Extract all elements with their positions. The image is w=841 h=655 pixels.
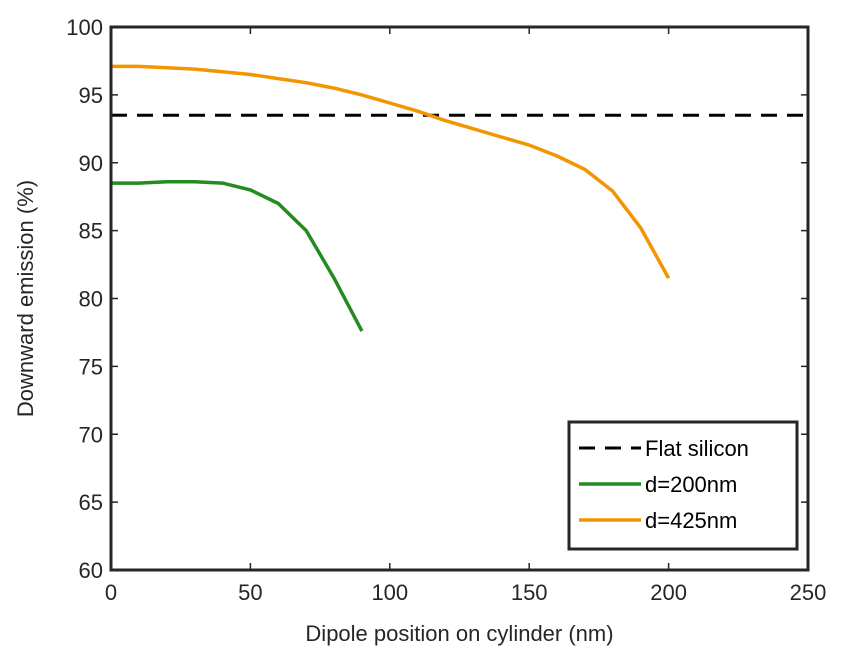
y-axis-label: Downward emission (%) bbox=[13, 180, 38, 417]
legend-label: Flat silicon bbox=[645, 436, 749, 461]
y-tick-label: 100 bbox=[66, 15, 103, 40]
legend-label: d=425nm bbox=[645, 508, 737, 533]
x-tick-label: 0 bbox=[105, 580, 117, 605]
x-tick-label: 250 bbox=[790, 580, 827, 605]
x-tick-label: 150 bbox=[511, 580, 548, 605]
y-tick-label: 70 bbox=[79, 422, 103, 447]
x-axis-label: Dipole position on cylinder (nm) bbox=[305, 621, 613, 646]
y-tick-label: 75 bbox=[79, 354, 103, 379]
x-tick-label: 100 bbox=[371, 580, 408, 605]
series-line-d-425nm bbox=[111, 64, 671, 279]
y-tick-label: 60 bbox=[79, 558, 103, 583]
y-tick-label: 90 bbox=[79, 151, 103, 176]
x-tick-label: 50 bbox=[238, 580, 262, 605]
series-line-d-200nm bbox=[111, 180, 364, 332]
legend-label: d=200nm bbox=[645, 472, 737, 497]
y-tick-label: 95 bbox=[79, 83, 103, 108]
x-tick-label: 200 bbox=[650, 580, 687, 605]
series-layer bbox=[111, 64, 808, 332]
y-tick-label: 65 bbox=[79, 490, 103, 515]
y-tick-label: 85 bbox=[79, 219, 103, 244]
ticks-layer: 0 50 100 150 200 250 60 65 70 75 80 85 90 95 100 bbox=[66, 15, 826, 605]
y-tick-label: 80 bbox=[79, 287, 103, 312]
legend: Flat silicon d=200nm d=425nm bbox=[567, 420, 799, 551]
